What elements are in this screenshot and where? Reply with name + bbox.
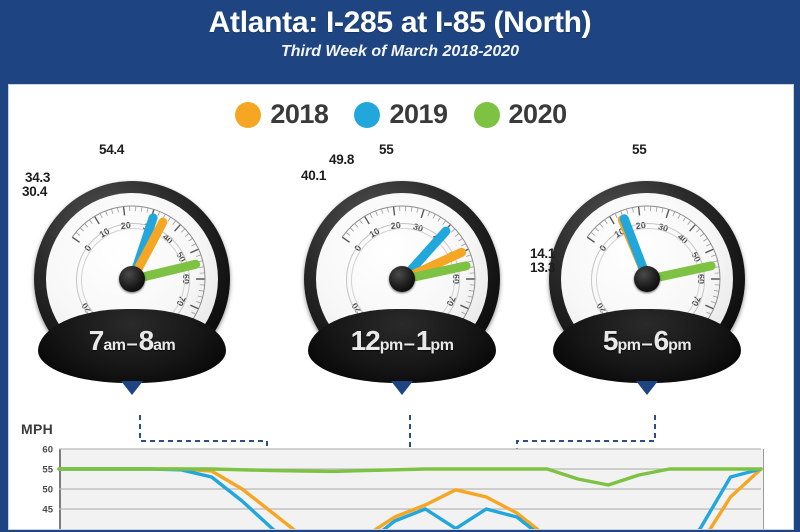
legend-item-2019[interactable]: 2019 [354, 99, 448, 130]
time-end-number: 8 [138, 325, 155, 356]
legend-dot-icon-2018 [235, 101, 262, 128]
gauge-dial: 0102030405060708090100110120 12pm–1pm [304, 181, 500, 383]
header-banner: Atlanta: I-285 at I-85 (North) Third Wee… [0, 0, 800, 80]
svg-text:55: 55 [42, 465, 53, 476]
callout-2019: 30.4 [22, 184, 48, 199]
gauge-pointer-arrow-icon [121, 381, 143, 395]
gauge-5pm-6pm: 0102030405060708090100110120 5pm–6pm 55 [530, 142, 762, 403]
callout-2020: 54.4 [99, 142, 125, 157]
gauge-hub [634, 266, 660, 292]
gauge-hub [119, 266, 145, 292]
time-end-unit: am [153, 337, 176, 354]
callout-2020: 55 [632, 142, 647, 157]
legend-label-2020: 2020 [508, 99, 568, 129]
time-dash: – [403, 333, 415, 355]
legend-label-2018: 2018 [270, 99, 329, 129]
time-end-number: 6 [653, 325, 670, 356]
time-dash: – [641, 333, 653, 355]
gauge-12pm-1pm: 0102030405060708090100110120 12pm–1pm 55 [287, 143, 517, 403]
gauge-dial: 0102030405060708090100110120 5pm–6pm [549, 181, 745, 383]
gauge-7am-8am: 0102030405060708090100110120 7am–8am 54. [17, 143, 247, 403]
gauge-time-band: 12pm–1pm [308, 309, 496, 383]
time-start-number: 12 [350, 325, 381, 356]
gauge-time-band: 5pm–6pm [553, 309, 741, 383]
gauge-time-label: 5pm–6pm [553, 325, 741, 357]
chart-y-axis-title: MPH [21, 421, 54, 437]
time-start-unit: am [103, 337, 126, 354]
time-start-unit: pm [617, 337, 641, 354]
callout-2018: 49.8 [329, 152, 355, 167]
gauge-hub [389, 266, 415, 292]
svg-text:45: 45 [42, 505, 53, 516]
timeseries-chart: MPH 60 55 50 45 [9, 421, 793, 529]
callout-2018: 13.3 [530, 260, 556, 275]
time-end-unit: pm [668, 337, 692, 354]
legend-label-2019: 2019 [389, 99, 448, 129]
time-start-number: 5 [602, 325, 619, 356]
page-subtitle: Third Week of March 2018-2020 [280, 43, 520, 60]
legend-dot-icon-2019 [354, 101, 381, 128]
chart-svg: 60 55 50 45 [42, 445, 763, 529]
content-panel: 2018 2019 2020 0102030405060708090100110… [8, 84, 794, 530]
time-start-unit: pm [379, 337, 404, 354]
gauge-dial: 0102030405060708090100110120 7am–8am [34, 181, 230, 383]
gauge-time-band: 7am–8am [38, 309, 226, 383]
svg-text:50: 50 [42, 485, 53, 496]
gauge-pointer-arrow-icon [391, 381, 413, 395]
gauge-time-label: 7am–8am [38, 325, 226, 357]
time-start-number: 7 [88, 325, 105, 356]
time-dash: – [126, 333, 138, 355]
legend: 2018 2019 2020 [9, 99, 793, 130]
legend-item-2020[interactable]: 2020 [473, 99, 568, 130]
callout-2019: 14.1 [530, 246, 556, 261]
callout-2019: 40.1 [301, 168, 327, 183]
legend-item-2018[interactable]: 2018 [235, 99, 329, 130]
gauge-time-label: 12pm–1pm [308, 325, 496, 357]
gauge-pointer-arrow-icon [636, 381, 658, 395]
svg-text:60: 60 [42, 445, 53, 456]
time-end-number: 1 [415, 325, 432, 356]
legend-dot-icon-2020 [473, 101, 500, 128]
time-end-unit: pm [430, 337, 454, 354]
page-title: Atlanta: I-285 at I-85 (North) [208, 6, 592, 39]
callout-2018: 34.3 [25, 170, 51, 185]
gauge-row: 0102030405060708090100110120 7am–8am 54. [9, 143, 793, 403]
callout-2020: 55 [379, 142, 394, 157]
